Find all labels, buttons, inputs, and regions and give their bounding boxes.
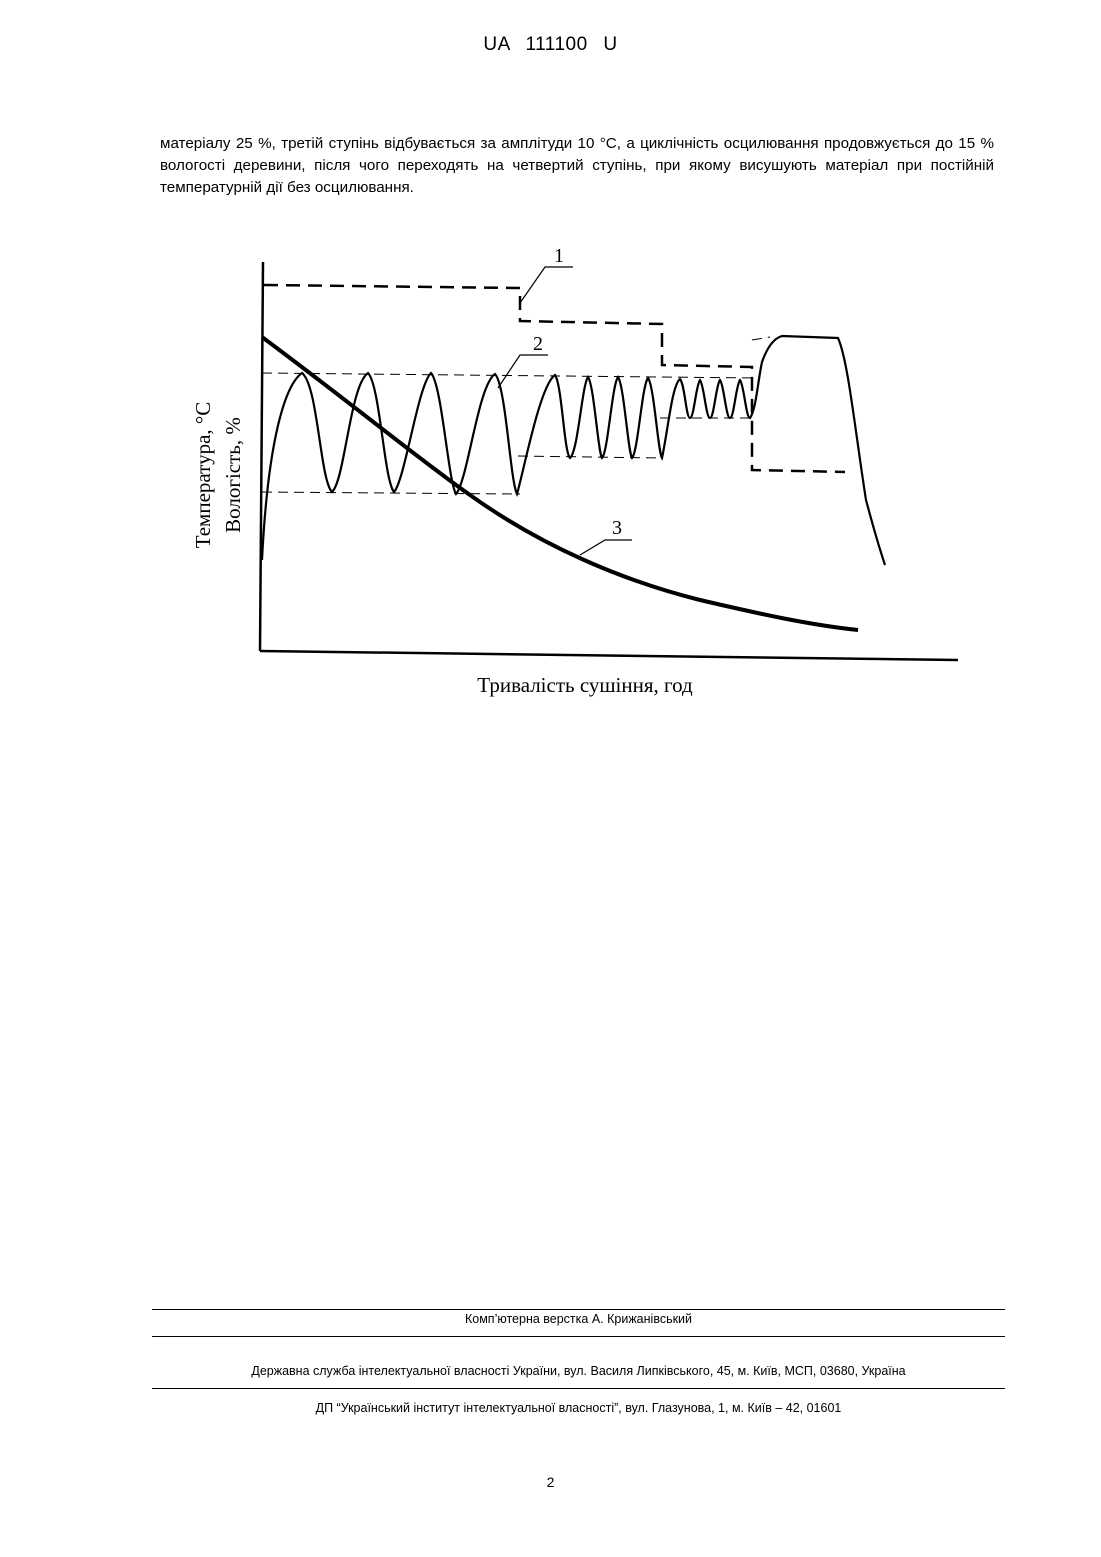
curve-2-oscillating-temperature xyxy=(262,336,885,565)
agency-address: Державна служба інтелектуальної власност… xyxy=(152,1364,1005,1378)
y-axis-label-moisture: Вологість, % xyxy=(221,417,245,533)
x-axis-label: Тривалість сушіння, год xyxy=(477,673,693,697)
layout-credit: Комп’ютерна верстка А. Крижанівський xyxy=(152,1312,1005,1326)
curve-3-label: 3 xyxy=(612,517,622,539)
leader-1 xyxy=(520,267,573,303)
curve-3-moisture xyxy=(262,337,858,630)
leader-3 xyxy=(580,540,632,555)
page-number: 2 xyxy=(0,1474,1101,1490)
body-paragraph: матеріалу 25 %, третій ступінь відбуваєт… xyxy=(160,133,994,199)
footer-rule-3 xyxy=(152,1388,1005,1389)
curve-1-temperature-steps xyxy=(264,285,845,472)
curve-1-label: 1 xyxy=(554,245,564,267)
footer-rule-1 xyxy=(152,1309,1005,1310)
leader-2 xyxy=(498,355,548,388)
curve-2-label: 2 xyxy=(533,333,543,355)
x-axis xyxy=(260,651,958,660)
drying-diagram: 1 2 3 Температура, °С Вологість, % Трива… xyxy=(170,232,970,712)
institute-address: ДП “Український інститут інтелектуальної… xyxy=(152,1401,1005,1415)
footer-rule-2 xyxy=(152,1336,1005,1337)
y-axis xyxy=(260,262,263,651)
y-axis-label-temperature: Температура, °С xyxy=(191,402,215,549)
document-number: UA 111100 U xyxy=(0,34,1101,56)
